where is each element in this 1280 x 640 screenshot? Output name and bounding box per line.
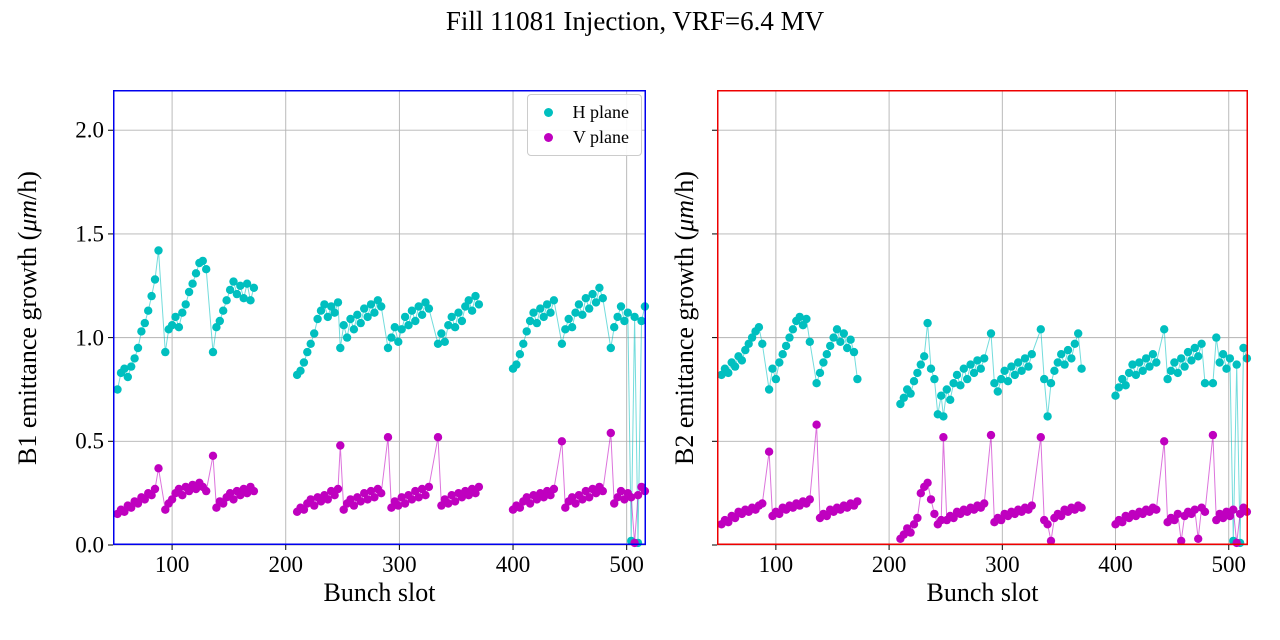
- b2-canvas: [712, 90, 1252, 550]
- y-tick-label: 0.0: [75, 532, 104, 558]
- legend: H plane V plane: [527, 94, 642, 156]
- x-tick-label: 100: [758, 552, 794, 577]
- b2-spine: [717, 90, 1248, 545]
- b1-spine: [113, 90, 646, 545]
- subplot-b1: 100 200 300 400 500 0.0 0.5 1.0 1.5 2.0 B1 emitta…: [13, 90, 650, 607]
- grid: [717, 90, 1248, 546]
- y-tick-label: 1.5: [75, 221, 104, 247]
- b1-y-axis-label: B1 emittance growth (μm/h): [13, 171, 43, 465]
- x-tick-label: 400: [495, 552, 531, 577]
- y-tick-label: 2.0: [75, 117, 104, 143]
- b2-y-axis-label-units: μm: [670, 199, 699, 232]
- figure-title: Fill 11081 Injection, VRF=6.4 MV: [445, 6, 825, 36]
- b2-x-axis-label: Bunch slot: [926, 578, 1039, 607]
- plot-area-b1: 100 200 300 400 500 0.0 0.5 1.0 1.5 2.0: [75, 90, 650, 576]
- b1-y-axis-label-units: μm: [13, 199, 42, 232]
- tick-marks: [712, 129, 1230, 550]
- b2-series-h-plane: [717, 312, 1252, 548]
- x-tick-label: 400: [1098, 552, 1133, 577]
- subplot-b2: 100 200 300 400 500 B2 emittance growth (μm/…: [670, 90, 1252, 607]
- x-tick-label: 100: [154, 552, 190, 577]
- b1-series-v-plane: [113, 428, 650, 548]
- b2-y-axis-label-suffix: /h): [670, 170, 699, 200]
- legend-label-v-plane: V plane: [572, 127, 629, 147]
- b1-y-axis-label-prefix: B1 emittance growth (: [13, 231, 42, 465]
- legend-item-h-plane: H plane: [538, 100, 629, 125]
- b1-y-axis-label-suffix: /h): [13, 170, 42, 200]
- x-tick-label: 200: [268, 552, 303, 577]
- v-plane-marker-icon: [544, 133, 553, 142]
- b1-x-axis-label: Bunch slot: [323, 578, 436, 607]
- plot-area-b2: 100 200 300 400 500: [712, 90, 1252, 576]
- x-tick-label: 300: [382, 552, 417, 577]
- y-tick-label: 1.0: [75, 325, 104, 351]
- x-tick-label: 500: [1211, 552, 1247, 577]
- b2-series-v-plane: [717, 420, 1252, 548]
- b2-y-axis-label: B2 emittance growth (μm/h): [670, 171, 700, 465]
- legend-item-v-plane: V plane: [538, 125, 629, 150]
- b2-y-axis-label-prefix: B2 emittance growth (: [670, 231, 699, 465]
- y-tick-label: 0.5: [75, 428, 104, 454]
- legend-label-h-plane: H plane: [572, 102, 629, 122]
- x-tick-label: 200: [871, 552, 907, 577]
- b1-series-h-plane: [113, 246, 650, 548]
- h-plane-marker-icon: [544, 108, 553, 117]
- b1-canvas: [108, 90, 650, 550]
- x-tick-label: 500: [609, 552, 644, 577]
- tick-marks: [108, 129, 628, 550]
- x-tick-label: 300: [985, 552, 1020, 577]
